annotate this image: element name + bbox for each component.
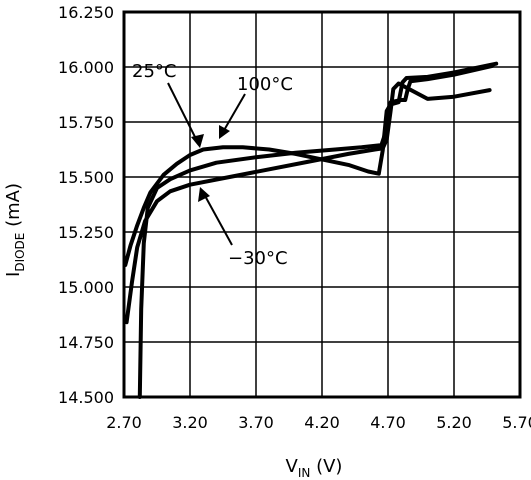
annotation-minus30c-arrowhead	[198, 187, 210, 202]
annotation-minus30c-arrow	[203, 193, 233, 246]
annotation-minus30c-label: −30°C	[228, 248, 288, 269]
annotation-25c-label: 25°C	[132, 61, 176, 82]
annotation-25c-arrowhead	[191, 134, 204, 148]
series-line-25c	[137, 63, 495, 399]
y-tick-label: 15.250	[58, 223, 114, 242]
series-group	[123, 61, 499, 399]
annotations: 25°C 100°C −30°C	[132, 61, 293, 269]
x-axis-label-unit: (V)	[310, 456, 342, 477]
y-axis-label: IDIODE (mA)	[3, 183, 27, 277]
y-tick-label: 15.500	[58, 168, 114, 187]
x-axis-label-main: V	[286, 456, 299, 477]
x-tick-label: 5.70	[502, 413, 531, 432]
x-tick-label: 2.70	[106, 413, 142, 432]
annotation-25c-arrow	[167, 82, 199, 144]
y-tick-label: 15.000	[58, 278, 114, 297]
x-tick-label: 5.20	[436, 413, 472, 432]
x-axis-ticks: 2.70 3.20 3.70 4.20 4.70 5.20 5.70	[106, 413, 531, 432]
y-tick-label: 16.000	[58, 58, 114, 77]
annotation-100c: 100°C	[219, 74, 293, 139]
series-line-minus30c	[124, 81, 492, 325]
annotation-100c-label: 100°C	[237, 74, 293, 95]
series-line-100c	[123, 61, 499, 267]
y-tick-label: 14.750	[58, 333, 114, 352]
y-axis-label-sub: DIODE	[13, 233, 27, 272]
x-axis-label: VIN (V)	[286, 456, 343, 480]
y-tick-label: 14.500	[58, 388, 114, 407]
x-axis-label-sub: IN	[298, 466, 311, 480]
annotation-100c-arrow	[222, 93, 246, 133]
y-axis-label-unit: (mA)	[3, 183, 24, 233]
annotation-minus30c: −30°C	[198, 187, 288, 269]
x-tick-label: 3.20	[172, 413, 208, 432]
y-axis-ticks: 14.500 14.750 15.000 15.250 15.500 15.750 16.0…	[58, 3, 114, 407]
y-axis-label-main: I	[3, 272, 24, 277]
x-tick-label: 3.70	[238, 413, 274, 432]
y-tick-label: 15.750	[58, 113, 114, 132]
plot-frame	[122, 10, 522, 399]
annotation-100c-arrowhead	[219, 125, 230, 139]
y-tick-label: 16.250	[58, 3, 114, 22]
x-tick-label: 4.70	[370, 413, 406, 432]
annotation-25c: 25°C	[132, 61, 204, 148]
x-tick-label: 4.20	[304, 413, 340, 432]
